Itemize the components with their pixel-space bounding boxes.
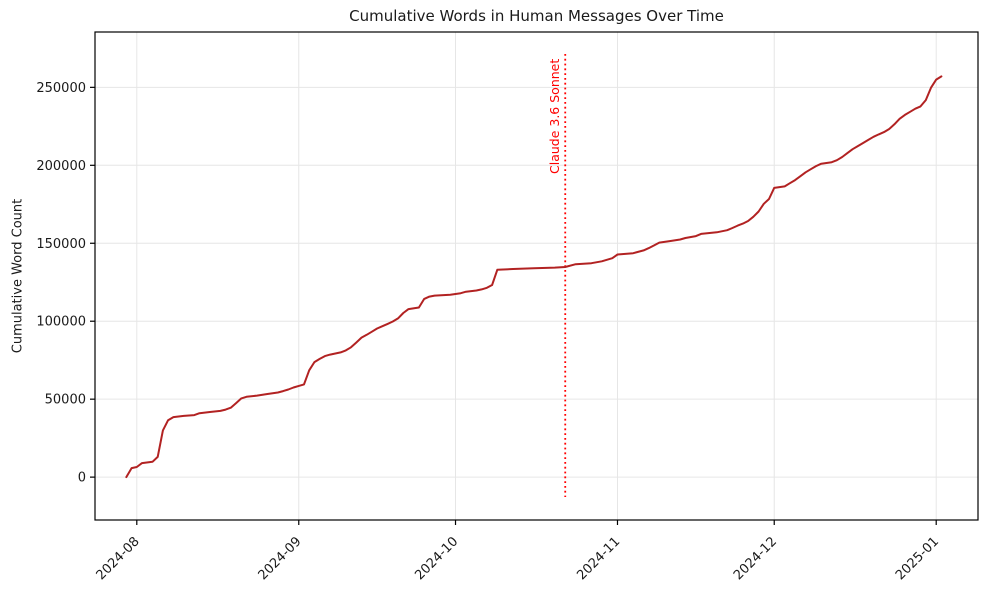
y-tick-label: 150000 xyxy=(36,237,86,252)
x-tick-label: 2024-12 xyxy=(731,534,780,583)
axis-layer: 2024-08 2024-09 2024-10 2024-11 2024-12 2025-… xyxy=(36,31,979,583)
y-tick-label: 100000 xyxy=(36,315,86,330)
series-line-cumulative-words xyxy=(125,75,943,479)
y-axis-label: Cumulative Word Count xyxy=(10,198,26,354)
y-tick-label: 0 xyxy=(78,471,86,486)
grid-layer xyxy=(95,32,978,520)
y-tick-label: 50000 xyxy=(45,393,86,408)
x-tick-label: 2025-01 xyxy=(893,534,942,583)
x-tick-label: 2024-10 xyxy=(412,534,461,583)
y-tick-label: 250000 xyxy=(36,81,86,96)
x-tick-label: 2024-11 xyxy=(574,534,623,583)
x-tick-label: 2024-09 xyxy=(256,534,305,583)
x-tick-label: 2024-08 xyxy=(94,534,143,583)
y-tick-label: 200000 xyxy=(36,159,86,174)
data-layer: Claude 3.6 Sonnet xyxy=(125,54,943,497)
plot-border xyxy=(94,31,979,521)
event-vline-label: Claude 3.6 Sonnet xyxy=(547,59,562,174)
chart-title: Cumulative Words in Human Messages Over … xyxy=(349,7,724,25)
